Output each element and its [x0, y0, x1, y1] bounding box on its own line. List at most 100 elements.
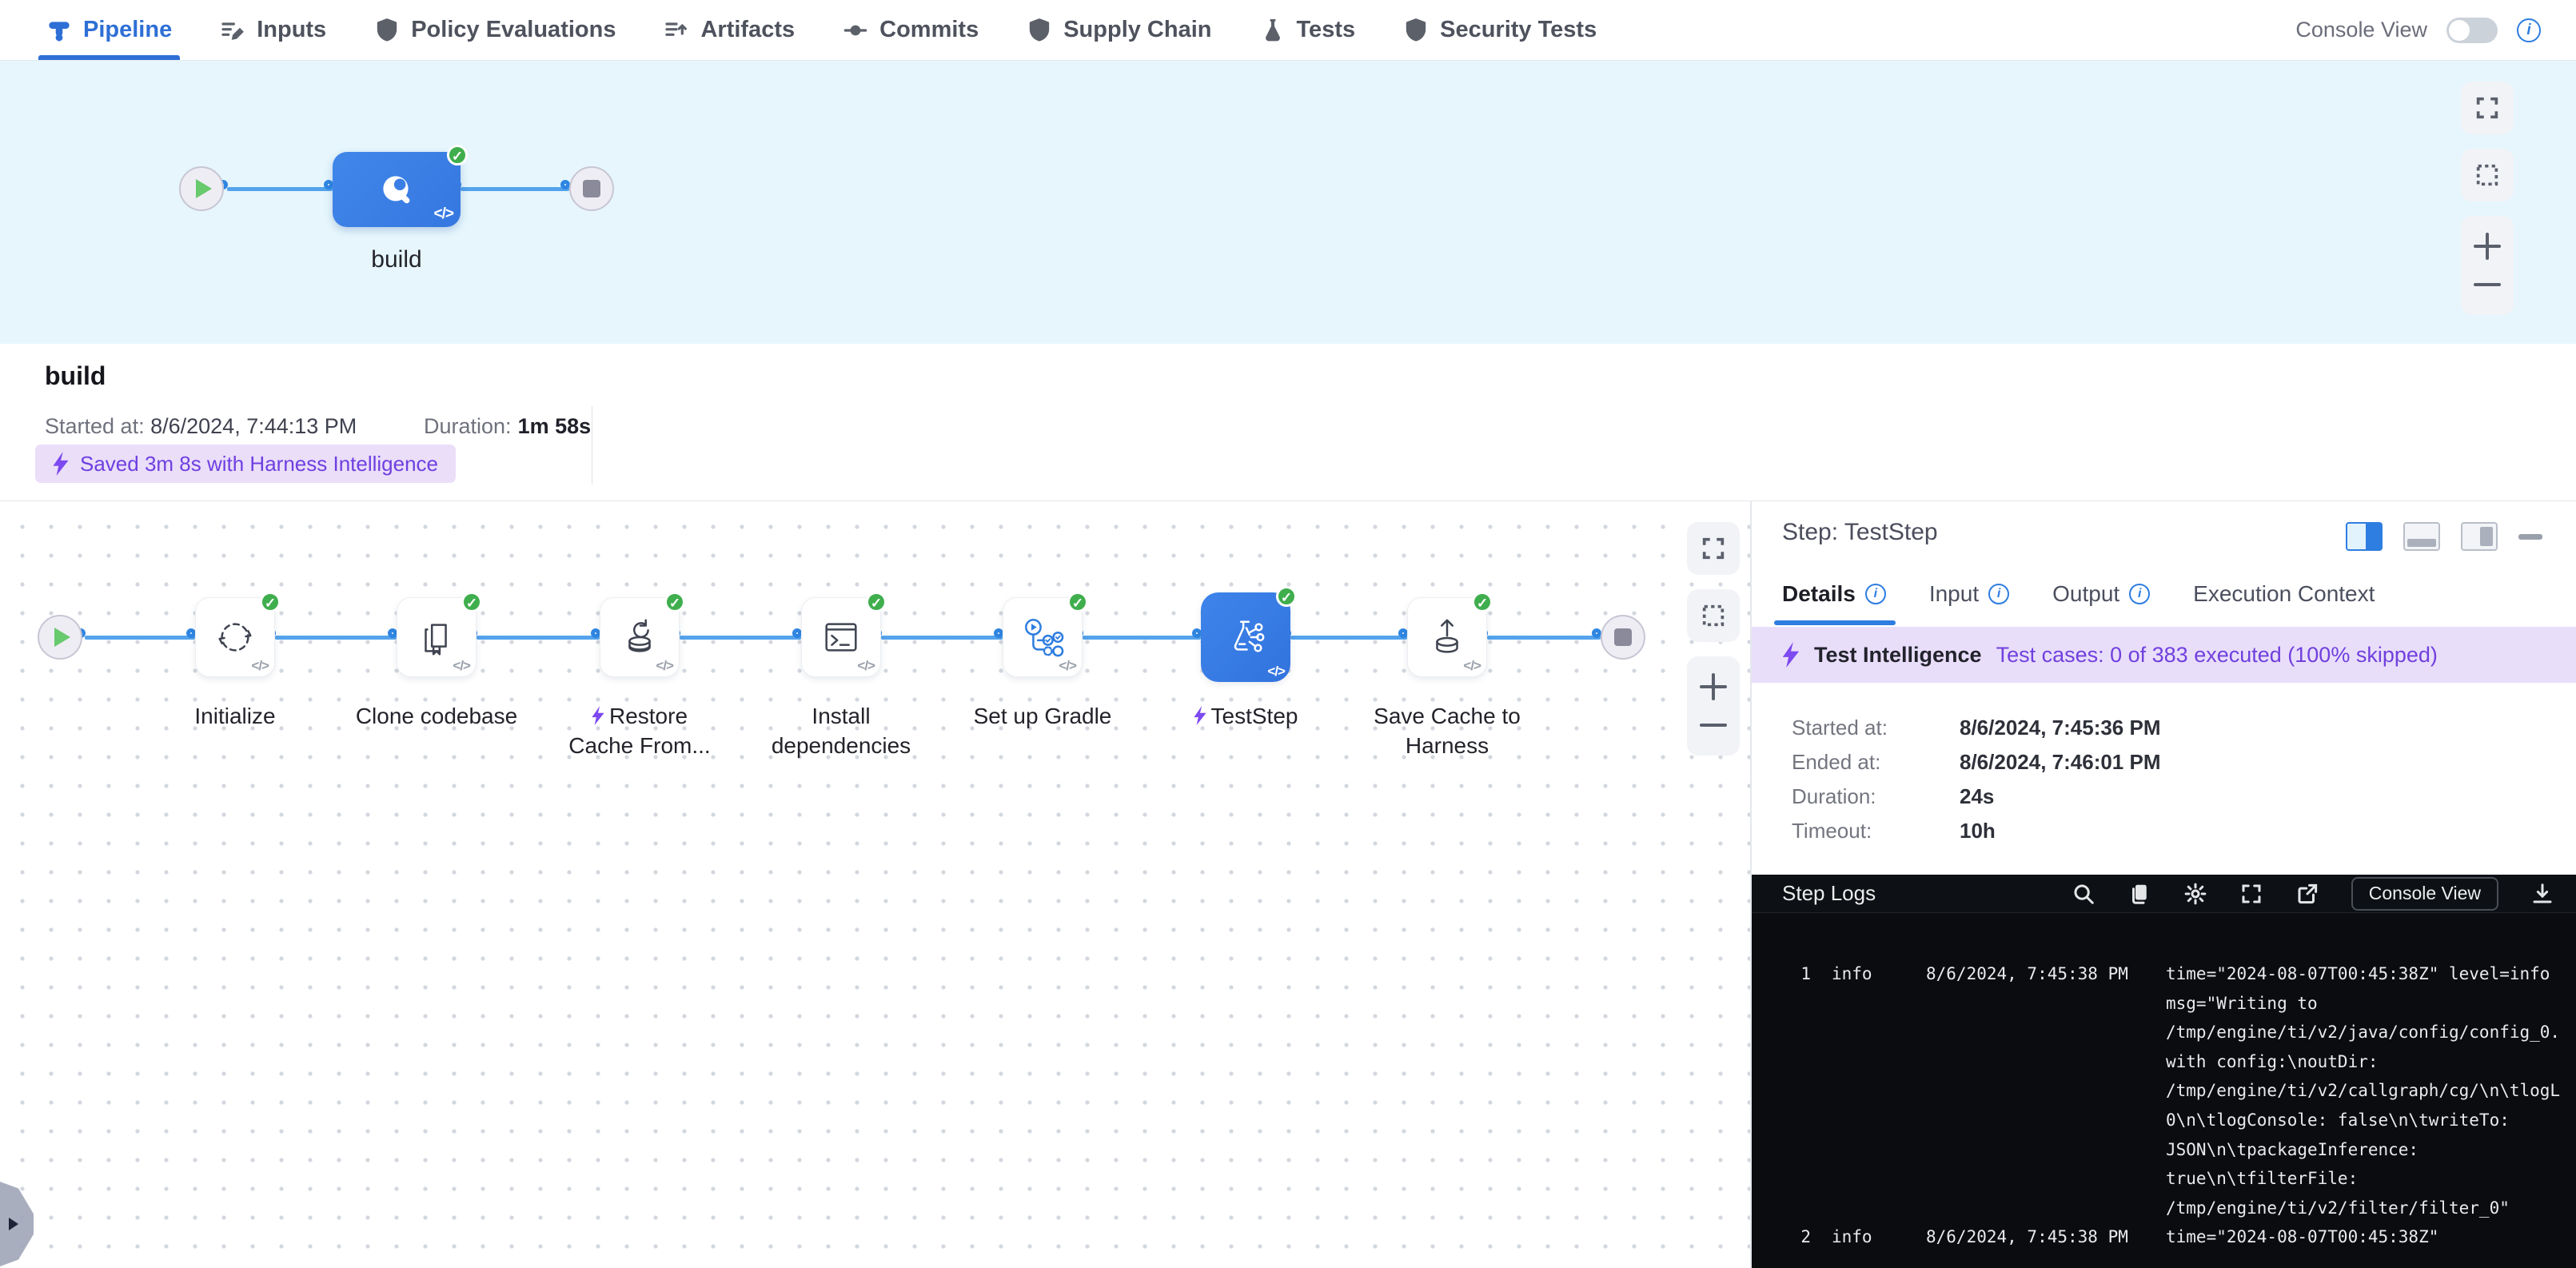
play-icon [196, 179, 212, 198]
connector-dot[interactable] [1592, 628, 1601, 638]
step-label-teststep: TestStep [1142, 701, 1350, 731]
info-icon[interactable]: i [1864, 584, 1886, 604]
step-node-install-dependencies[interactable]: </> [801, 592, 887, 677]
code-badge: </> [1463, 658, 1481, 673]
log-body[interactable]: 1 info 8/6/2024, 7:45:38 PM time="2024-0… [1752, 913, 2576, 1252]
info-icon[interactable]: i [2517, 18, 2541, 42]
connector-dot[interactable] [1192, 628, 1202, 638]
step-node-save-cache[interactable]: </> [1407, 592, 1493, 677]
copy-icon[interactable] [2127, 882, 2151, 906]
connector-dot[interactable] [388, 628, 397, 638]
tab-tests[interactable]: Tests [1260, 0, 1355, 60]
fullscreen-button[interactable] [2461, 82, 2514, 134]
connector-dot[interactable] [994, 628, 1003, 638]
tab-inputs[interactable]: Inputs [220, 0, 326, 60]
lightning-icon [592, 706, 604, 725]
terminal-icon [825, 623, 857, 652]
tab-pipeline[interactable]: Pipeline [38, 0, 181, 60]
step-node-initialize[interactable]: </> [195, 592, 281, 677]
step-panel-title: Step: TestStep [1782, 519, 1938, 545]
fullscreen-button[interactable] [1687, 522, 1740, 575]
split-view-icon[interactable] [2346, 522, 2383, 551]
steps-end-node[interactable] [1601, 615, 1645, 660]
info-icon[interactable]: i [2129, 584, 2151, 604]
info-icon[interactable]: i [1988, 584, 2010, 604]
marquee-icon [1702, 604, 1725, 627]
panel-layout-controls [2346, 522, 2542, 551]
connector-dot[interactable] [324, 180, 333, 189]
step-node-teststep[interactable]: </> [1201, 586, 1297, 682]
connector-line [275, 635, 397, 640]
connector-dot[interactable] [792, 628, 802, 638]
connector-line [227, 186, 333, 191]
step-node-clone-codebase[interactable]: </> [397, 592, 482, 677]
started-at: Started at: 8/6/2024, 7:44:13 PM [45, 414, 357, 439]
success-check-icon [1276, 586, 1297, 607]
right-view-icon[interactable] [2461, 522, 2498, 551]
zoom-in-button[interactable] [1700, 673, 1727, 700]
connector-dot[interactable] [591, 628, 600, 638]
step-label-save-cache: Save Cache to Harness [1374, 704, 1521, 758]
clone-codebase-icon [425, 624, 447, 656]
open-in-new-icon[interactable] [2295, 882, 2319, 906]
code-badge: </> [1059, 658, 1077, 673]
harness-intelligence-badge[interactable]: Saved 3m 8s with Harness Intelligence [35, 445, 457, 483]
detail-row-ended: Ended at: 8/6/2024, 7:46:01 PM [1792, 750, 2161, 774]
success-check-icon [1472, 592, 1493, 612]
connector-dot[interactable] [1398, 628, 1408, 638]
connector-line [680, 635, 801, 640]
tab-commits[interactable]: Commits [843, 0, 979, 60]
test-intelligence-banner[interactable]: Test Intelligence Test cases: 0 of 383 e… [1752, 627, 2576, 683]
shield-check-icon [377, 18, 397, 42]
pipeline-start-node[interactable] [179, 166, 224, 211]
lightning-icon [53, 452, 69, 476]
restore-cache-icon [628, 619, 651, 652]
step-node-restore-cache[interactable]: </> [600, 592, 685, 677]
zoom-in-button[interactable] [2474, 233, 2501, 260]
minimize-icon[interactable] [2518, 533, 2542, 540]
step-label-clone-codebase: Clone codebase [355, 704, 518, 728]
success-check-icon [866, 592, 887, 612]
stage-graph-canvas[interactable]: </> build [0, 61, 2576, 344]
tab-security-tests[interactable]: Security Tests [1403, 0, 1597, 60]
gear-icon[interactable] [2183, 882, 2207, 906]
pipeline-end-node[interactable] [569, 166, 614, 211]
console-view-button[interactable]: Console View [2351, 876, 2498, 911]
tab-execution-context[interactable]: Execution Context [2193, 581, 2375, 606]
toggle-knob [2449, 19, 2470, 41]
duration-label: Duration: [424, 414, 512, 438]
download-icon[interactable] [2530, 882, 2554, 906]
save-cache-icon [1436, 619, 1458, 653]
pipeline-icon [49, 21, 70, 41]
tab-supply-chain[interactable]: Supply Chain [1027, 0, 1212, 60]
tab-policy-evaluations[interactable]: Policy Evaluations [374, 0, 616, 60]
step-node-set-up-gradle[interactable]: </> [1003, 592, 1088, 677]
step-graph-canvas[interactable]: </> </> </> </> </> </> [0, 500, 1751, 1268]
connector-dot[interactable] [560, 180, 570, 189]
tab-artifacts[interactable]: Artifacts [664, 0, 795, 60]
step-label-restore-cache: Restore Cache From... [568, 704, 711, 758]
savings-text: Saved 3m 8s with Harness Intelligence [80, 451, 439, 476]
console-view-toggle[interactable] [2446, 17, 2498, 43]
tab-input[interactable]: Input i [1929, 581, 2010, 607]
step-panel-tabs: Details i Input i Output i Execution Con… [1782, 581, 2375, 607]
steps-start-node[interactable] [38, 615, 82, 660]
marquee-select-button[interactable] [1687, 589, 1740, 642]
search-icon[interactable] [2072, 882, 2095, 906]
code-badge: </> [433, 205, 455, 222]
detail-row-started: Started at: 8/6/2024, 7:45:36 PM [1792, 716, 2161, 740]
tab-details[interactable]: Details i [1782, 581, 1886, 607]
fullscreen-icon[interactable] [2239, 882, 2263, 906]
code-badge: </> [857, 658, 875, 673]
success-check-icon [260, 592, 281, 612]
tab-output[interactable]: Output i [2052, 581, 2151, 607]
zoom-out-button[interactable] [2474, 283, 2501, 286]
shield-gear-icon [1406, 18, 1426, 42]
marquee-select-button[interactable] [2461, 149, 2514, 201]
connector-dot[interactable] [186, 628, 196, 638]
stage-node-build[interactable]: </> [333, 145, 468, 227]
zoom-out-button[interactable] [1700, 724, 1727, 727]
stage-title: build [45, 361, 106, 390]
bottom-view-icon[interactable] [2403, 522, 2440, 551]
log-line: 2 info 8/6/2024, 7:45:38 PM time="2024-0… [1800, 1227, 2439, 1247]
